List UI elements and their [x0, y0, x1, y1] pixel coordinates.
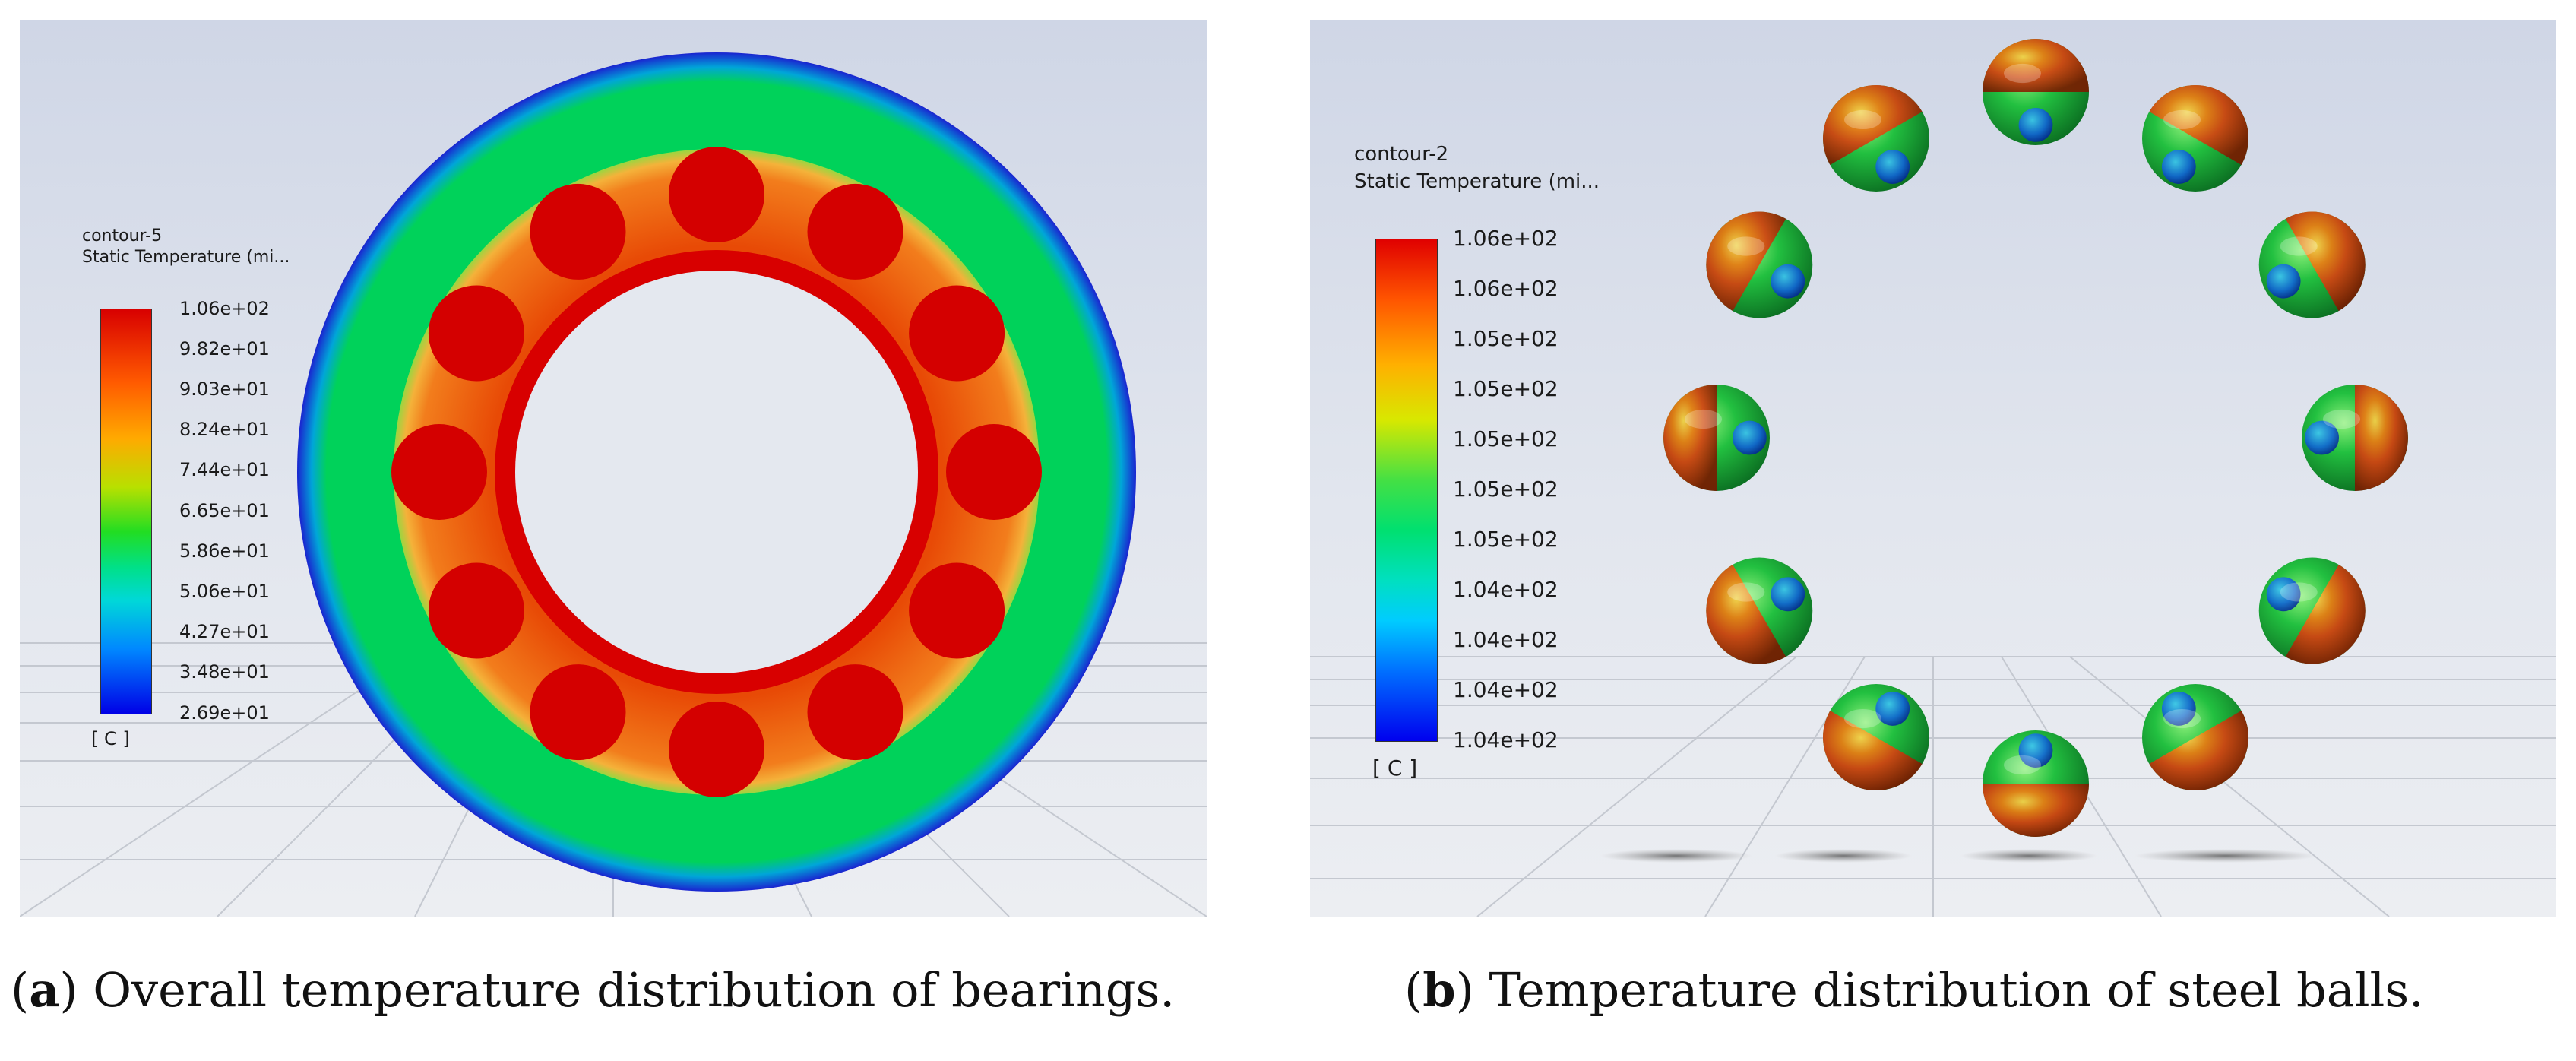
steel-ball [1983, 730, 2089, 837]
steel-ball [2258, 211, 2366, 318]
roller [428, 285, 524, 382]
legend-tick: 1.04e+02 [1453, 627, 1559, 653]
steel-ball [1823, 84, 1929, 192]
colorbar [100, 309, 152, 714]
caption-label: a [29, 962, 60, 1018]
roller [946, 424, 1042, 520]
legend-unit: [ C ] [91, 728, 130, 749]
legend-tick: 1.05e+02 [1453, 477, 1559, 502]
caption-b: (b) Temperature distribution of steel ba… [1404, 962, 2424, 1018]
legend-variable: Static Temperature (mi... [82, 248, 290, 267]
legend-tick: 6.65e+01 [179, 499, 270, 521]
legend-tick: 1.05e+02 [1453, 426, 1559, 452]
ball-shadows [1600, 849, 2317, 863]
bearing-temperature-panel: contour-5 Static Temperature (mi... 1.06… [20, 20, 1207, 917]
roller [909, 285, 1005, 382]
legend-tick: 5.06e+01 [179, 581, 270, 602]
floor-grid [1310, 656, 2556, 917]
legend-tick: 1.04e+02 [1453, 577, 1559, 603]
roller [669, 702, 764, 797]
steel-ball [1663, 385, 1770, 491]
legend-tick: 1.06e+02 [1453, 276, 1559, 302]
roller [807, 183, 903, 280]
legend-tick: 1.04e+02 [1453, 677, 1559, 703]
steel-ball [1706, 211, 1813, 318]
steel-ball [2142, 84, 2248, 192]
legend-name: contour-2 [1354, 143, 1449, 166]
steel-ball [1983, 39, 2089, 145]
caption-text: Overall temperature distribution of bear… [93, 962, 1176, 1018]
roller [909, 562, 1005, 659]
legend-tick: 3.48e+01 [179, 661, 270, 683]
legend-tick: 1.05e+02 [1453, 376, 1559, 402]
bore [515, 271, 918, 673]
caption-label: b [1422, 962, 1456, 1018]
roller [530, 183, 626, 280]
steel-ball [1706, 557, 1813, 664]
roller [391, 424, 487, 520]
legend-tick: 1.06e+02 [1453, 226, 1559, 252]
steel-balls [1663, 39, 2408, 837]
legend-tick: 1.05e+02 [1453, 326, 1559, 352]
legend-tick: 7.44e+01 [179, 459, 270, 481]
caption-text: Temperature distribution of steel balls. [1489, 962, 2424, 1018]
steel-ball [2302, 385, 2408, 491]
legend-variable: Static Temperature (mi... [1354, 170, 1600, 193]
legend-tick: 8.24e+01 [179, 419, 270, 441]
legend-name: contour-5 [82, 226, 163, 245]
legend-tick: 1.06e+02 [179, 297, 270, 319]
steel-ball [1823, 684, 1929, 791]
legend-tick: 9.82e+01 [179, 337, 270, 359]
legend-tick: 2.69e+01 [179, 702, 270, 724]
legend-tick: 5.86e+01 [179, 540, 270, 562]
caption-a: (a) Overall temperature distribution of … [11, 962, 1176, 1018]
legend-tick: 1.05e+02 [1453, 527, 1559, 553]
colorbar [1375, 239, 1438, 742]
legend-unit: [ C ] [1372, 755, 1418, 781]
steel-ball [2142, 684, 2248, 791]
roller [807, 664, 903, 761]
roller [669, 147, 764, 242]
legend-tick: 1.04e+02 [1453, 727, 1559, 753]
rollers [391, 147, 1042, 797]
legend-tick: 9.03e+01 [179, 378, 270, 400]
steel-balls-contour-plot [1310, 39, 2556, 917]
roller [428, 562, 524, 659]
legend-tick: 4.27e+01 [179, 621, 270, 643]
bearing-contour-plot [20, 52, 1207, 917]
steel-ball [2258, 557, 2366, 664]
roller [530, 664, 626, 761]
steel-balls-temperature-panel: contour-2 Static Temperature (mi... 1.06… [1310, 20, 2556, 917]
